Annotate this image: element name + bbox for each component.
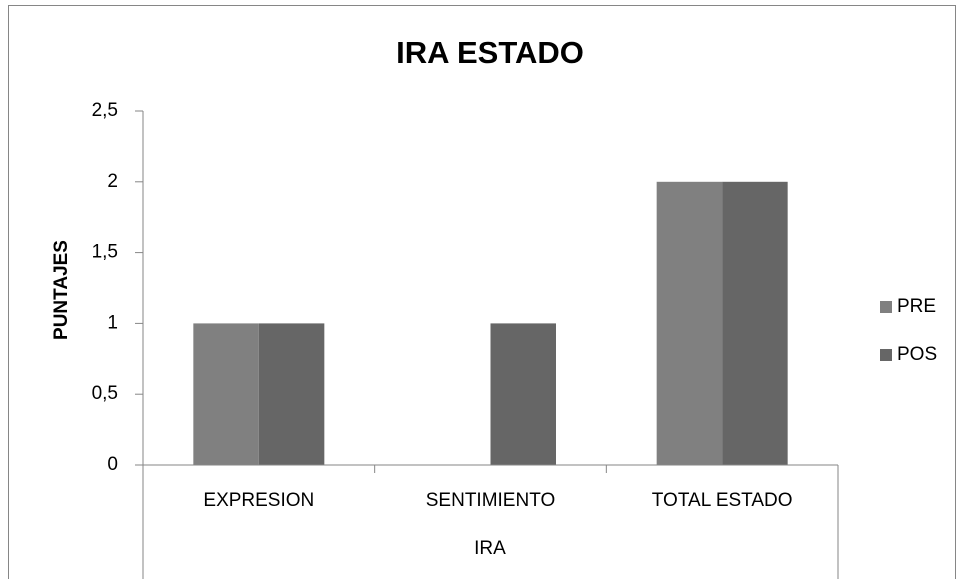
bar [490,323,556,465]
legend-label: PRE [897,296,936,317]
y-axis-label: PUNTAJES [51,240,72,340]
x-tick-label: TOTAL ESTADO [652,490,793,511]
y-tick-label: 1,5 [92,242,118,263]
y-tick-label: 2 [107,171,118,192]
chart-frame [8,5,956,579]
x-axis-label: IRA [474,538,506,559]
y-tick-label: 1 [107,312,118,333]
legend-swatch [880,349,892,361]
legend-label: POS [897,344,937,365]
x-tick-label: SENTIMIENTO [426,490,556,511]
x-tick-label: EXPRESION [203,490,314,511]
y-tick-label: 0 [107,454,118,475]
y-tick-label: 0,5 [92,383,118,404]
y-tick-label: 2,5 [92,100,118,121]
bar [722,181,788,466]
bar [193,323,259,465]
legend-swatch [880,301,892,313]
chart-title: IRA ESTADO [396,35,584,70]
bar [656,181,723,466]
bar [258,323,325,465]
